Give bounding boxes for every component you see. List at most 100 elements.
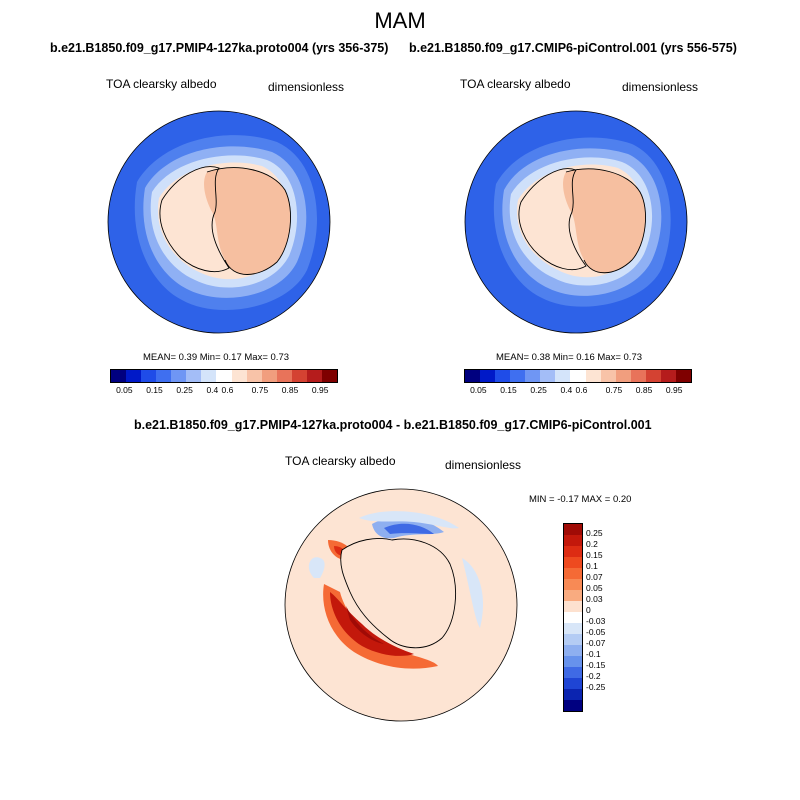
- panel1-colorbar-swatch: [276, 370, 292, 382]
- panel1-colorbar-swatch: [306, 370, 322, 382]
- diff-colorbar-tick-label: 0: [586, 605, 591, 615]
- panel2-colorbar-tick-label: 0.75: [605, 385, 623, 395]
- panel2-colorbar-swatch: [465, 370, 481, 382]
- diff-colorbar-swatch: [564, 568, 582, 579]
- diff-colorbar-swatch: [564, 612, 582, 623]
- diff-colorbar-tick-label: -0.25: [586, 682, 606, 692]
- diff-colorbar-tick-label: 0.05: [586, 583, 603, 593]
- diff-subtitle: b.e21.B1850.f09_g17.PMIP4-127ka.proto004…: [134, 418, 652, 432]
- panel2-colorbar-swatch: [570, 370, 586, 382]
- panel1-colorbar-tick-label: 0.6: [221, 385, 234, 395]
- diff-variable-label: TOA clearsky albedo: [285, 454, 396, 468]
- diff-colorbar-tick-label: -0.03: [586, 616, 606, 626]
- diff-colorbar-tick-label: -0.07: [586, 638, 606, 648]
- panel2-colorbar-ticks: 0.05 0.15 0.25 0.4 0.6 0.75 0.85 0.95: [464, 385, 690, 397]
- panel2-polar-map: [464, 110, 688, 334]
- panel1-colorbar-swatch: [246, 370, 262, 382]
- diff-colorbar-swatch: [564, 590, 582, 601]
- panel2-colorbar-swatch: [540, 370, 556, 382]
- diff-colorbar-tick-label: 0.15: [586, 550, 603, 560]
- panel2-colorbar-swatch: [585, 370, 601, 382]
- diff-colorbar-swatch: [564, 700, 582, 711]
- diff-colorbar-tick-label: 0.25: [586, 528, 603, 538]
- diff-colorbar-swatch: [564, 623, 582, 634]
- panel1-colorbar-tick-label: 0.95: [311, 385, 329, 395]
- panel2-variable-label: TOA clearsky albedo: [460, 77, 571, 91]
- panel2-colorbar-tick-label: 0.85: [635, 385, 653, 395]
- panel2-colorbar-swatch: [675, 370, 691, 382]
- panel1-colorbar-swatch: [261, 370, 277, 382]
- panel1-colorbar-swatch: [111, 370, 127, 382]
- panel2-colorbar-swatch: [495, 370, 511, 382]
- panel1-colorbar-swatch: [186, 370, 202, 382]
- diff-colorbar-tick-label: -0.05: [586, 627, 606, 637]
- diff-colorbar-swatch: [564, 524, 582, 535]
- diff-colorbar-swatch: [564, 579, 582, 590]
- diff-colorbar-swatch: [564, 678, 582, 689]
- diff-colorbar: [563, 523, 583, 712]
- diff-colorbar-ticks: 0.25 0.2 0.15 0.1 0.07 0.05 0.03 0 -0.03 -0.05 -0.…: [586, 523, 626, 710]
- panel1-colorbar-tick-label: 0.25: [176, 385, 193, 395]
- panel2-colorbar: [464, 369, 692, 383]
- panel2-colorbar-swatch: [555, 370, 571, 382]
- panel1-units-label: dimensionless: [268, 80, 345, 94]
- panel1-colorbar-tick-label: 0.85: [281, 385, 299, 395]
- panel2-colorbar-swatch: [510, 370, 526, 382]
- diff-colorbar-tick-label: -0.2: [586, 671, 601, 681]
- panel2-colorbar-tick-label: 0.95: [665, 385, 683, 395]
- panel2-colorbar-swatch: [525, 370, 541, 382]
- diff-units-label: dimensionless: [445, 458, 522, 472]
- diff-colorbar-tick-label: 0.2: [586, 539, 598, 549]
- panel2-colorbar-swatch: [630, 370, 646, 382]
- diff-polar-map: [284, 488, 518, 722]
- panel1-colorbar-tick-label: 0.75: [251, 385, 269, 395]
- panel2-stats: MEAN= 0.38 Min= 0.16 Max= 0.73: [496, 352, 643, 363]
- diff-colorbar-swatch: [564, 667, 582, 678]
- diff-colorbar-tick-label: 0.07: [586, 572, 603, 582]
- panel2-colorbar-tick-label: 0.6: [575, 385, 588, 395]
- panel1-colorbar-ticks: 0.05 0.15 0.25 0.4 0.6 0.75 0.85 0.95: [110, 385, 336, 397]
- panel1-polar-map: [107, 110, 331, 334]
- page-title: MAM: [374, 8, 426, 33]
- panel1-colorbar-swatch: [321, 370, 337, 382]
- panel1-colorbar-swatch: [141, 370, 157, 382]
- panel1-colorbar-swatch: [201, 370, 217, 382]
- diff-colorbar-tick-label: -0.1: [586, 649, 601, 659]
- panel2-colorbar-tick-label: 0.4: [560, 385, 573, 395]
- panel1-colorbar-tick-label: 0.4: [206, 385, 219, 395]
- diff-colorbar-tick-label: 0.1: [586, 561, 598, 571]
- panel1-subtitle: b.e21.B1850.f09_g17.PMIP4-127ka.proto004…: [50, 41, 389, 55]
- panel1-colorbar-swatch: [231, 370, 247, 382]
- panel2-colorbar-tick-label: 0.05: [470, 385, 487, 395]
- diff-colorbar-swatch: [564, 557, 582, 568]
- panel1-colorbar-swatch: [216, 370, 232, 382]
- panel2-colorbar-tick-label: 0.25: [530, 385, 547, 395]
- diff-colorbar-swatch: [564, 645, 582, 656]
- panel2-colorbar-tick-label: 0.15: [500, 385, 517, 395]
- panel1-colorbar-swatch: [171, 370, 187, 382]
- diff-colorbar-swatch: [564, 535, 582, 546]
- diff-colorbar-swatch: [564, 634, 582, 645]
- diff-colorbar-tick-label: -0.15: [586, 660, 606, 670]
- diff-colorbar-swatch: [564, 689, 582, 700]
- panel2-units-label: dimensionless: [622, 80, 699, 94]
- panel1-colorbar-swatch: [291, 370, 307, 382]
- panel2-colorbar-swatch: [645, 370, 661, 382]
- diff-colorbar-tick-label: 0.03: [586, 594, 603, 604]
- panel2-colorbar-swatch: [615, 370, 631, 382]
- diff-stats: MIN = -0.17 MAX = 0.20: [529, 494, 632, 505]
- panel1-colorbar-tick-label: 0.05: [116, 385, 133, 395]
- panel2-colorbar-swatch: [480, 370, 496, 382]
- panel1-colorbar: [110, 369, 338, 383]
- diff-colorbar-swatch: [564, 601, 582, 612]
- diff-colorbar-swatch: [564, 546, 582, 557]
- panel2-subtitle: b.e21.B1850.f09_g17.CMIP6-piControl.001 …: [409, 41, 737, 55]
- panel1-variable-label: TOA clearsky albedo: [106, 77, 217, 91]
- panel2-colorbar-swatch: [660, 370, 676, 382]
- panel1-colorbar-swatch: [126, 370, 142, 382]
- panel2-colorbar-swatch: [600, 370, 616, 382]
- panel1-colorbar-tick-label: 0.15: [146, 385, 163, 395]
- diff-colorbar-swatch: [564, 656, 582, 667]
- panel1-colorbar-swatch: [156, 370, 172, 382]
- panel1-stats: MEAN= 0.39 Min= 0.17 Max= 0.73: [143, 352, 290, 363]
